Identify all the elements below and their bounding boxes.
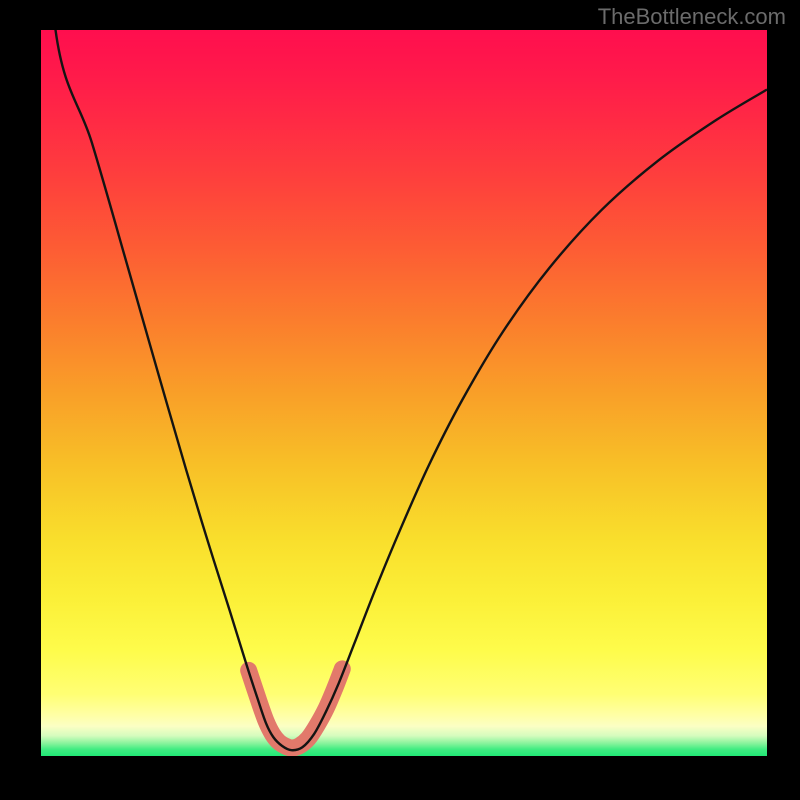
plot-area [41,30,767,756]
chart-container: TheBottleneck.com [0,0,800,800]
gradient-background [41,30,767,756]
watermark-text: TheBottleneck.com [598,4,786,30]
chart-svg [41,30,767,756]
